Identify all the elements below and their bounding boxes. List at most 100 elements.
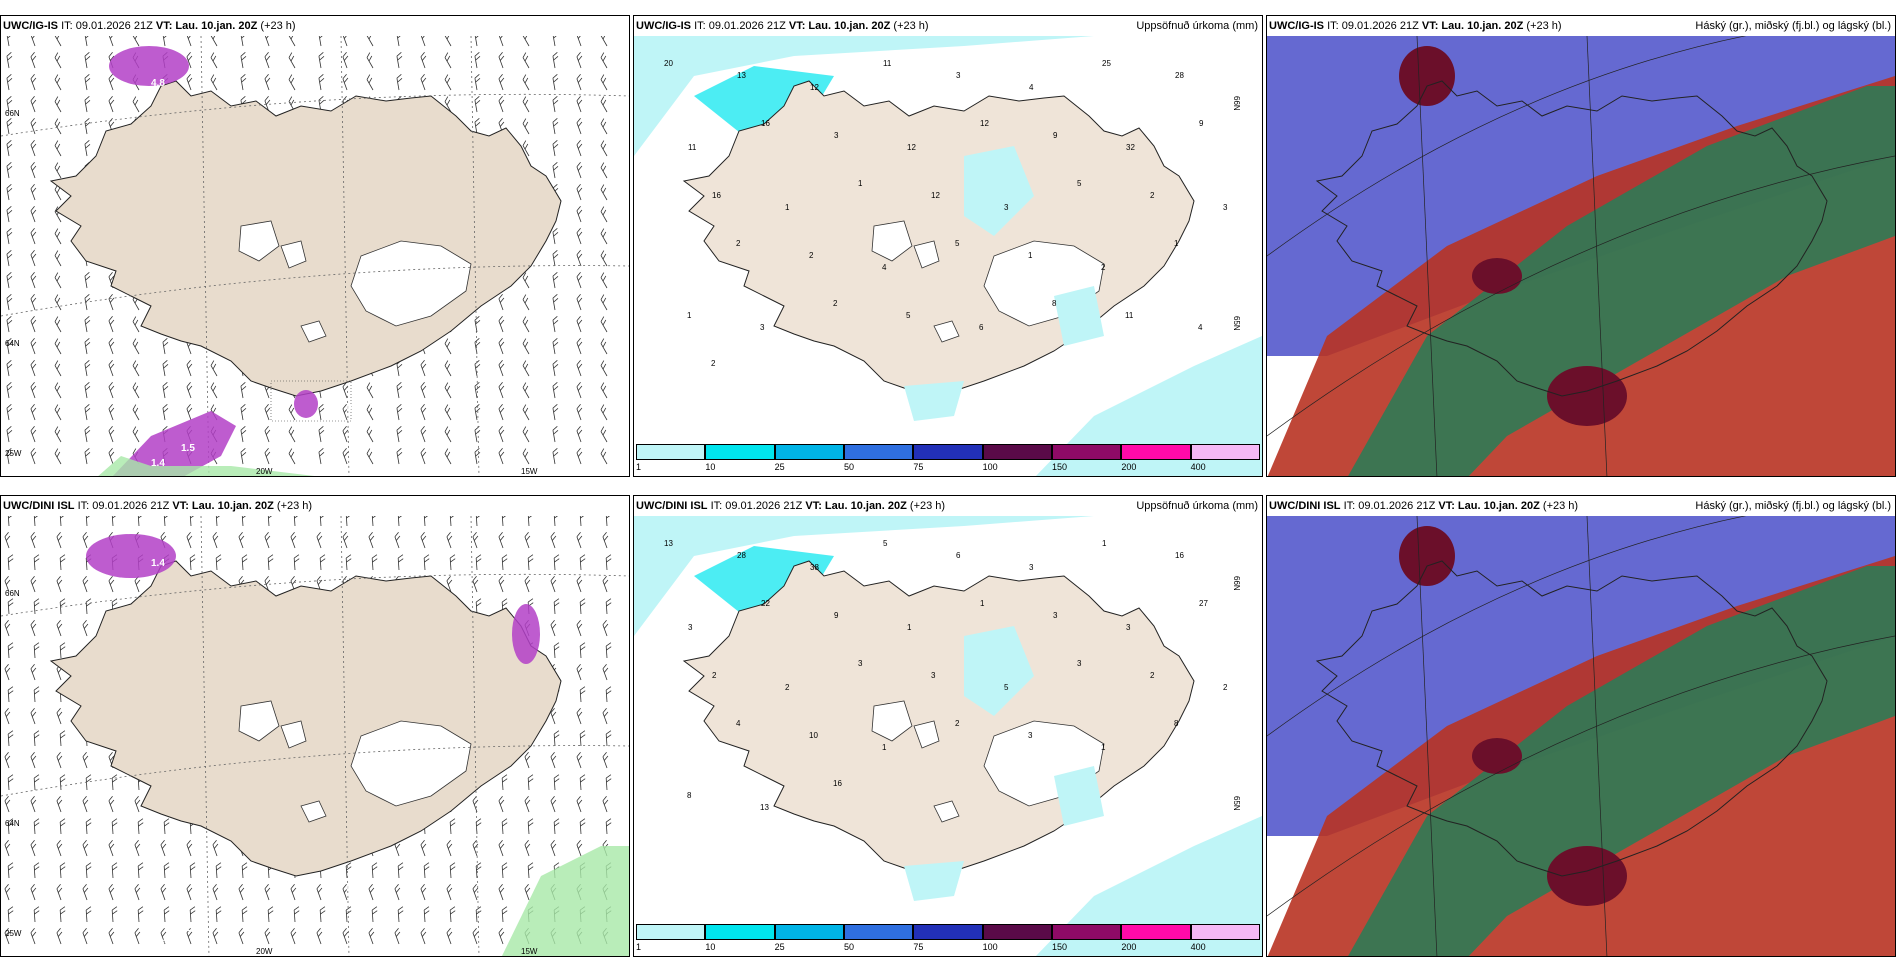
precip-value: 5: [883, 539, 888, 548]
precip-value: 38: [810, 563, 819, 572]
precip-value: 22: [761, 599, 770, 608]
valid-time: Lau. 10.jan. 20Z: [1441, 20, 1524, 32]
precip-value: 3: [858, 659, 863, 668]
init-time: IT: 09.01.2026 21Z: [61, 20, 153, 32]
lon-label: 25W: [5, 449, 22, 458]
precip-value: 2: [736, 239, 741, 248]
precip-value: 2: [1150, 191, 1155, 200]
init-time: IT: 09.01.2026 21Z: [710, 500, 803, 512]
panel-header: UWC/DINI ISL IT: 09.01.2026 21Z VT: Lau.…: [1267, 496, 1895, 516]
lat-label: 65N: [1232, 316, 1241, 331]
product-title: Uppsöfnuð úrkoma (mm): [1136, 20, 1258, 32]
lon-label: 15W: [521, 947, 538, 956]
precip-value: 3: [1029, 563, 1034, 572]
lat-label: 66N: [5, 109, 20, 118]
colorbar-tick: 50: [844, 462, 855, 472]
precip-value: 12: [907, 143, 916, 152]
colorbar-tick: 100: [982, 942, 998, 952]
precip-value: 27: [1199, 599, 1208, 608]
valid-time: Lau. 10.jan. 20Z: [824, 500, 907, 512]
lat-label: 64N: [5, 819, 20, 828]
colorbar-tick: 1: [636, 942, 642, 952]
colorbar-swatch: [1121, 444, 1191, 460]
panel-header: UWC/IG-IS IT: 09.01.2026 21Z VT: Lau. 10…: [1, 16, 629, 36]
valid-label: VT:: [805, 500, 822, 512]
model-name: UWC/IG-IS: [3, 20, 58, 32]
precip-value: 16: [761, 119, 770, 128]
colorbar: 1 10 25 50 75 100 150 200 400: [636, 924, 1260, 954]
valid-label: VT:: [788, 20, 806, 32]
precip-value: 5: [1077, 179, 1082, 188]
precip-value: 3: [834, 131, 839, 140]
precip-value: 3: [688, 623, 693, 632]
colorbar-swatch: [844, 444, 914, 460]
precip-value: 12: [810, 83, 819, 92]
precip-value: 3: [1223, 203, 1228, 212]
precip-value: 3: [760, 323, 765, 332]
product-title: Uppsöfnuð úrkoma (mm): [1136, 500, 1258, 512]
value-label: -2.2: [181, 923, 199, 934]
panel-wind-top: UWC/IG-IS IT: 09.01.2026 21Z VT: Lau. 10…: [0, 15, 630, 477]
colorbar-swatch: [1121, 924, 1191, 940]
colorbar-swatch: [982, 924, 1052, 940]
precip-value: 3: [1053, 611, 1058, 620]
valid-label: VT:: [172, 500, 189, 512]
init-time: IT: 09.01.2026 21Z: [1343, 500, 1436, 512]
colorbar-tick: 150: [1052, 942, 1068, 952]
map-precip: 1328385631163229113327223353224101231881…: [634, 516, 1262, 956]
map-wind: 66N 64N 25W 20W 15W -2.2 -1.3 0.9 1.4: [1, 516, 629, 956]
colorbar-tick: 100: [982, 462, 998, 472]
precip-value: 1: [1028, 251, 1033, 260]
map-cloud: [1267, 516, 1895, 956]
precip-value: 2: [809, 251, 814, 260]
init-time: IT: 09.01.2026 21Z: [1327, 20, 1419, 32]
lon-label: 25W: [5, 929, 22, 938]
precip-value: 3: [1126, 623, 1131, 632]
value-label: 1.4: [151, 458, 165, 469]
valid-label: VT:: [1421, 20, 1439, 32]
precip-value: 1: [785, 203, 790, 212]
precip-value: 32: [1126, 143, 1135, 152]
precip-value: 12: [931, 191, 940, 200]
colorbar-tick: 25: [774, 942, 785, 952]
precip-value: 8: [687, 791, 692, 800]
precip-value: 9: [1053, 131, 1058, 140]
colorbar-swatch: [1052, 924, 1122, 940]
colorbar-tick: 10: [705, 942, 716, 952]
colorbar-tick: 150: [1052, 462, 1068, 472]
model-name: UWC/DINI ISL: [636, 500, 708, 512]
colorbar-swatch: [705, 444, 775, 460]
valid-time: Lau. 10.jan. 20Z: [175, 20, 258, 32]
valid-time: Lau. 10.jan. 20Z: [191, 500, 274, 512]
map-cloud: [1267, 36, 1895, 476]
precip-value: 3: [931, 671, 936, 680]
precip-value: 9: [834, 611, 839, 620]
precip-value: 2: [712, 671, 717, 680]
lat-label: 65N: [1232, 796, 1241, 811]
precip-value: 2: [785, 683, 790, 692]
precip-value: 16: [1175, 551, 1184, 560]
value-label: 0.3: [346, 403, 360, 414]
colorbar-swatch: [913, 924, 983, 940]
precip-value: 28: [737, 551, 746, 560]
precip-value: 13: [737, 71, 746, 80]
precip-value: 11: [883, 59, 892, 68]
lead-time: (+23 h): [909, 500, 946, 512]
colorbar-tick: 75: [913, 462, 924, 472]
panel-header: UWC/DINI ISL IT: 09.01.2026 21Z VT: Lau.…: [1, 496, 629, 516]
precip-value: 1: [907, 623, 912, 632]
colorbar-tick: 200: [1121, 942, 1137, 952]
panel-cloud-top: UWC/IG-IS IT: 09.01.2026 21Z VT: Lau. 10…: [1266, 15, 1896, 477]
precip-value: 13: [760, 803, 769, 812]
precip-value: 3: [956, 71, 961, 80]
panel-precip-top: UWC/IG-IS IT: 09.01.2026 21Z VT: Lau. 10…: [633, 15, 1263, 477]
precip-value: 4: [882, 263, 887, 272]
model-name: UWC/IG-IS: [636, 20, 691, 32]
value-label: 0.9: [346, 883, 360, 894]
lead-time: (+23 h): [1526, 20, 1562, 32]
precip-value: 2: [833, 299, 838, 308]
colorbar: 1 10 25 50 75 100 150 200 400: [636, 444, 1260, 474]
precip-value: 2: [1223, 683, 1228, 692]
colorbar-tick: 400: [1190, 942, 1206, 952]
value-label: 1.4: [151, 558, 165, 569]
